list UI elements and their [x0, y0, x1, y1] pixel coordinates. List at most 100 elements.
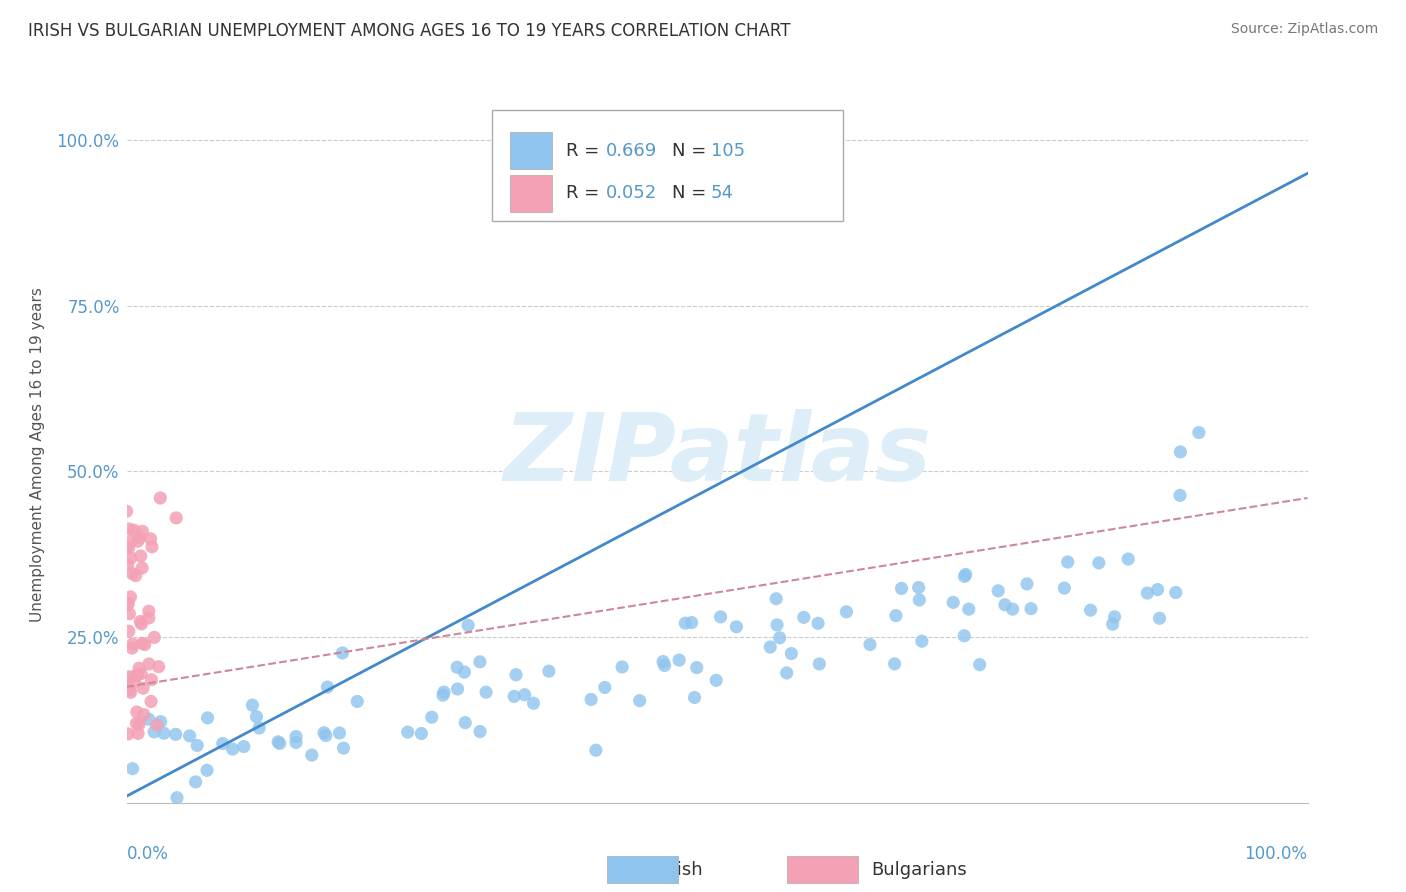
- Point: [808, 657, 831, 671]
- Point: [166, 790, 188, 805]
- Point: [118, 624, 141, 639]
- Point: [121, 637, 143, 651]
- Point: [141, 673, 163, 687]
- Point: [769, 631, 792, 645]
- Point: [332, 741, 354, 756]
- Point: [131, 561, 153, 575]
- Point: [1104, 610, 1126, 624]
- Point: [120, 551, 142, 566]
- Point: [245, 709, 267, 723]
- Point: [115, 504, 138, 518]
- Point: [132, 707, 155, 722]
- Point: [267, 735, 290, 749]
- Text: 0.0%: 0.0%: [127, 845, 169, 863]
- Point: [195, 764, 218, 778]
- Point: [1056, 555, 1078, 569]
- Point: [346, 694, 368, 708]
- Point: [585, 743, 607, 757]
- Point: [433, 685, 456, 699]
- Text: ZIPatlas: ZIPatlas: [503, 409, 931, 501]
- Point: [537, 664, 560, 678]
- Point: [165, 727, 187, 741]
- Point: [454, 715, 477, 730]
- Point: [179, 729, 201, 743]
- Point: [138, 611, 160, 625]
- Point: [883, 657, 905, 671]
- Point: [316, 680, 339, 694]
- Point: [1053, 581, 1076, 595]
- Point: [673, 616, 696, 631]
- Point: [725, 620, 748, 634]
- Point: [1168, 488, 1191, 502]
- Point: [139, 694, 162, 708]
- Point: [129, 666, 152, 681]
- Point: [668, 653, 690, 667]
- Point: [120, 590, 142, 604]
- Point: [314, 726, 336, 740]
- Point: [165, 511, 187, 525]
- Point: [475, 685, 498, 699]
- Point: [131, 616, 153, 631]
- Point: [131, 636, 153, 650]
- Point: [1149, 611, 1171, 625]
- Point: [953, 629, 976, 643]
- Point: [121, 762, 143, 776]
- Point: [138, 657, 160, 671]
- Text: N =: N =: [672, 185, 711, 202]
- Point: [396, 725, 419, 739]
- Point: [129, 615, 152, 629]
- Point: [132, 681, 155, 696]
- Point: [138, 604, 160, 618]
- Point: [332, 646, 354, 660]
- Point: [128, 717, 150, 731]
- Text: R =: R =: [567, 185, 605, 202]
- Point: [907, 581, 929, 595]
- Point: [125, 716, 148, 731]
- Point: [652, 655, 675, 669]
- Point: [1146, 582, 1168, 597]
- Point: [117, 558, 139, 572]
- Y-axis label: Unemployment Among Ages 16 to 19 years: Unemployment Among Ages 16 to 19 years: [31, 287, 45, 623]
- Point: [1136, 586, 1159, 600]
- Point: [942, 595, 965, 609]
- Point: [143, 724, 166, 739]
- Point: [117, 596, 139, 610]
- Point: [457, 618, 479, 632]
- Point: [420, 710, 443, 724]
- Text: 100.0%: 100.0%: [1244, 845, 1308, 863]
- Point: [315, 729, 337, 743]
- Text: Irish: Irish: [665, 861, 703, 879]
- Point: [153, 726, 176, 740]
- Point: [453, 665, 475, 679]
- Point: [124, 669, 146, 683]
- Point: [285, 735, 308, 749]
- Point: [766, 618, 789, 632]
- Point: [859, 638, 882, 652]
- Point: [793, 610, 815, 624]
- Point: [780, 647, 803, 661]
- Point: [654, 658, 676, 673]
- Point: [1001, 602, 1024, 616]
- Point: [1015, 577, 1038, 591]
- Point: [118, 522, 141, 536]
- Point: [127, 668, 149, 682]
- Point: [125, 705, 148, 719]
- Point: [117, 673, 139, 687]
- Text: 0.669: 0.669: [606, 142, 657, 160]
- Point: [211, 737, 233, 751]
- Point: [468, 655, 491, 669]
- Point: [513, 688, 536, 702]
- Point: [117, 727, 139, 741]
- Point: [328, 726, 350, 740]
- Point: [953, 569, 976, 583]
- Point: [1019, 601, 1042, 615]
- Point: [124, 568, 146, 582]
- Point: [122, 523, 145, 537]
- Point: [247, 721, 270, 735]
- Point: [987, 583, 1010, 598]
- Point: [118, 670, 141, 684]
- Point: [446, 681, 468, 696]
- Point: [127, 726, 149, 740]
- Point: [120, 534, 142, 549]
- Point: [128, 531, 150, 545]
